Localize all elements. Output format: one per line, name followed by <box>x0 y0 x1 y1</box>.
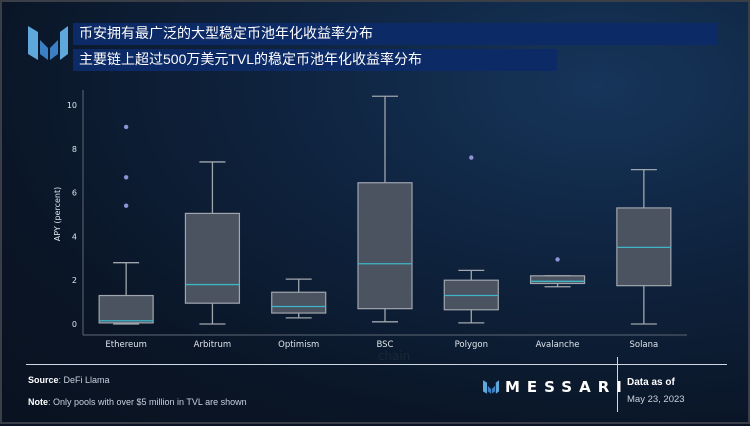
chart-subtitle: 主要链上超过500万美元TVL的稳定币池年化收益率分布 <box>73 49 557 71</box>
x-tick-label: Solana <box>629 340 658 350</box>
x-tick-label: Arbitrum <box>194 340 232 350</box>
outlier-point <box>555 257 560 262</box>
x-tick-label: Avalanche <box>536 340 580 350</box>
date-value: May 23, 2023 <box>627 394 685 405</box>
y-tick-label: 2 <box>72 276 77 285</box>
note-label: Note <box>28 397 48 407</box>
x-tick-label: BSC <box>376 340 393 350</box>
y-tick-label: 4 <box>72 232 77 241</box>
messari-brand: MESSARI <box>483 378 629 396</box>
box-ethereum <box>98 294 154 324</box>
y-axis-label: APY (percent) <box>53 187 62 241</box>
box-arbitrum <box>184 212 241 304</box>
x-tick-label: Optimism <box>278 340 319 350</box>
date-label: Data as of <box>627 377 675 388</box>
outlier-point <box>123 124 129 130</box>
outlier-point <box>123 175 129 180</box>
messari-small-logo-icon <box>483 380 499 394</box>
box-bsc <box>357 182 413 310</box>
x-tick-label: Polygon <box>455 340 488 350</box>
box-avalanche <box>529 275 586 285</box>
source-label: Source <box>28 375 59 385</box>
y-tick-label: 6 <box>72 189 77 198</box>
outlier-point <box>469 155 474 160</box>
outlier-point <box>123 203 129 208</box>
y-tick-label: 0 <box>72 320 77 329</box>
source-line: Source: DeFi Llama <box>28 375 110 385</box>
note-value: : Only pools with over $5 million in TVL… <box>48 397 247 407</box>
footer-divider <box>26 364 727 365</box>
x-tick-label: Ethereum <box>105 340 147 350</box>
messari-logo-icon <box>28 26 68 60</box>
source-value: : DeFi Llama <box>58 375 110 385</box>
x-axis-label: chain <box>378 349 411 363</box>
note-line: Note: Only pools with over $5 million in… <box>28 397 247 407</box>
box-optimism <box>271 291 327 314</box>
y-tick-label: 8 <box>72 145 77 154</box>
footer-vertical-divider <box>617 357 618 412</box>
y-tick-label: 10 <box>67 101 77 110</box>
chart-title: 币安拥有最广泛的大型稳定币池年化收益率分布 <box>73 23 718 45</box>
brand-name: MESSARI <box>505 378 629 396</box>
